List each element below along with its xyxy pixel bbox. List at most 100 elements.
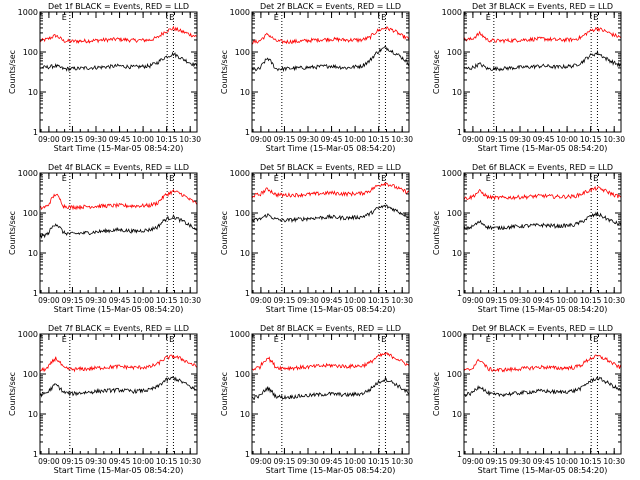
x-tick-label: 10:00 xyxy=(132,296,154,305)
x-tick-label: 09:30 xyxy=(509,296,531,305)
y-tick-label: 10 xyxy=(28,249,38,258)
plot-title: Det 1f BLACK = Events, RED = LLD xyxy=(48,2,189,11)
x-tick-label: 09:15 xyxy=(274,135,296,144)
x-tick-label: 09:00 xyxy=(250,296,272,305)
marker-label-right: E xyxy=(593,335,598,344)
y-tick-label: 10 xyxy=(240,88,250,97)
y-tick-label: 100 xyxy=(447,48,462,57)
x-axis-label: Start Time (15-Mar-05 08:54:20) xyxy=(54,466,184,475)
marker-label-right: E xyxy=(169,13,174,22)
x-tick-label: 10:00 xyxy=(556,296,578,305)
lld-trace-red xyxy=(463,185,622,201)
x-tick-label: 09:45 xyxy=(533,135,555,144)
plot-frame xyxy=(39,172,198,294)
events-trace-black xyxy=(39,376,198,398)
plot-frame xyxy=(251,172,410,294)
y-tick-label: 100 xyxy=(23,370,38,379)
plot-panel-4: Det 4f BLACK = Events, RED = LLD E E 1 10 100… xyxy=(8,163,201,314)
y-tick-label: 1000 xyxy=(442,169,462,178)
x-tick-label: 10:00 xyxy=(132,457,154,466)
x-tick-label: 10:15 xyxy=(580,135,602,144)
x-tick-label: 09:45 xyxy=(321,457,343,466)
x-tick-label: 09:15 xyxy=(62,135,84,144)
events-trace-black xyxy=(251,45,410,73)
x-tick-label: 09:00 xyxy=(250,135,272,144)
y-tick-label: 1000 xyxy=(18,330,38,339)
x-tick-label: 09:30 xyxy=(297,135,319,144)
plot-panel-9: Det 9f BLACK = Events, RED = LLD E E 1 10 100… xyxy=(432,324,625,475)
x-tick-label: 09:45 xyxy=(109,296,131,305)
x-tick-label: 09:45 xyxy=(109,135,131,144)
plot-frame xyxy=(463,11,622,133)
y-tick-label: 1 xyxy=(457,450,462,459)
x-axis-label: Start Time (15-Mar-05 08:54:20) xyxy=(266,144,396,153)
y-tick-label: 10 xyxy=(240,249,250,258)
y-tick-label: 100 xyxy=(235,370,250,379)
plot-title: Det 3f BLACK = Events, RED = LLD xyxy=(472,2,613,11)
plot-panel-8: Det 8f BLACK = Events, RED = LLD E E 1 10 100… xyxy=(220,324,413,475)
y-axis-label: Counts/sec xyxy=(8,372,17,416)
x-tick-label: 10:30 xyxy=(603,296,625,305)
lld-trace-red xyxy=(463,354,622,373)
y-tick-label: 1 xyxy=(457,289,462,298)
x-tick-label: 10:15 xyxy=(156,457,178,466)
x-tick-label: 10:15 xyxy=(580,457,602,466)
marker-label-left: E xyxy=(62,335,67,344)
y-tick-label: 100 xyxy=(23,209,38,218)
y-axis-label: Counts/sec xyxy=(432,211,441,255)
plot-title: Det 7f BLACK = Events, RED = LLD xyxy=(48,324,189,333)
lld-trace-red xyxy=(251,352,410,372)
y-axis-label: Counts/sec xyxy=(8,50,17,94)
plot-title: Det 6f BLACK = Events, RED = LLD xyxy=(472,163,613,172)
x-axis-label: Start Time (15-Mar-05 08:54:20) xyxy=(54,305,184,314)
y-tick-label: 1000 xyxy=(230,8,250,17)
plot-title: Det 4f BLACK = Events, RED = LLD xyxy=(48,163,189,172)
lld-trace-red xyxy=(39,354,198,373)
x-axis-label: Start Time (15-Mar-05 08:54:20) xyxy=(478,144,608,153)
x-tick-label: 09:45 xyxy=(533,296,555,305)
x-tick-label: 09:15 xyxy=(274,457,296,466)
y-tick-label: 100 xyxy=(23,48,38,57)
x-tick-label: 10:30 xyxy=(391,135,413,144)
events-trace-black xyxy=(251,376,410,400)
x-tick-label: 09:45 xyxy=(321,135,343,144)
lld-trace-red xyxy=(463,26,622,44)
x-tick-label: 09:00 xyxy=(462,457,484,466)
plot-frame xyxy=(39,333,198,455)
y-tick-label: 10 xyxy=(452,410,462,419)
x-tick-label: 09:00 xyxy=(38,457,60,466)
x-tick-label: 10:00 xyxy=(344,135,366,144)
marker-label-right: E xyxy=(593,13,598,22)
x-tick-label: 09:30 xyxy=(85,296,107,305)
marker-label-left: E xyxy=(62,13,67,22)
marker-label-right: E xyxy=(381,13,386,22)
marker-label-right: E xyxy=(593,174,598,183)
marker-label-left: E xyxy=(274,335,279,344)
x-tick-label: 10:30 xyxy=(179,296,201,305)
x-tick-label: 10:30 xyxy=(179,457,201,466)
y-axis-label: Counts/sec xyxy=(220,50,229,94)
x-tick-label: 09:30 xyxy=(85,135,107,144)
plot-panel-7: Det 7f BLACK = Events, RED = LLD E E 1 10 100… xyxy=(8,324,201,475)
lld-trace-red xyxy=(39,25,198,44)
y-tick-label: 10 xyxy=(240,410,250,419)
x-tick-label: 09:45 xyxy=(321,296,343,305)
y-tick-label: 1 xyxy=(245,289,250,298)
plot-panel-5: Det 5f BLACK = Events, RED = LLD E E 1 10 100… xyxy=(220,163,413,314)
y-tick-label: 1 xyxy=(245,450,250,459)
x-tick-label: 09:30 xyxy=(297,457,319,466)
events-trace-black xyxy=(39,214,198,240)
x-axis-label: Start Time (15-Mar-05 08:54:20) xyxy=(478,305,608,314)
plot-title: Det 8f BLACK = Events, RED = LLD xyxy=(260,324,401,333)
x-tick-label: 09:00 xyxy=(38,135,60,144)
x-tick-label: 10:15 xyxy=(368,296,390,305)
y-tick-label: 1000 xyxy=(230,330,250,339)
x-tick-label: 09:30 xyxy=(85,457,107,466)
plot-frame xyxy=(251,333,410,455)
plot-frame xyxy=(463,172,622,294)
x-axis-label: Start Time (15-Mar-05 08:54:20) xyxy=(266,305,396,314)
plot-title: Det 9f BLACK = Events, RED = LLD xyxy=(472,324,613,333)
y-tick-label: 1000 xyxy=(442,330,462,339)
y-tick-label: 100 xyxy=(235,48,250,57)
y-tick-label: 1000 xyxy=(18,8,38,17)
